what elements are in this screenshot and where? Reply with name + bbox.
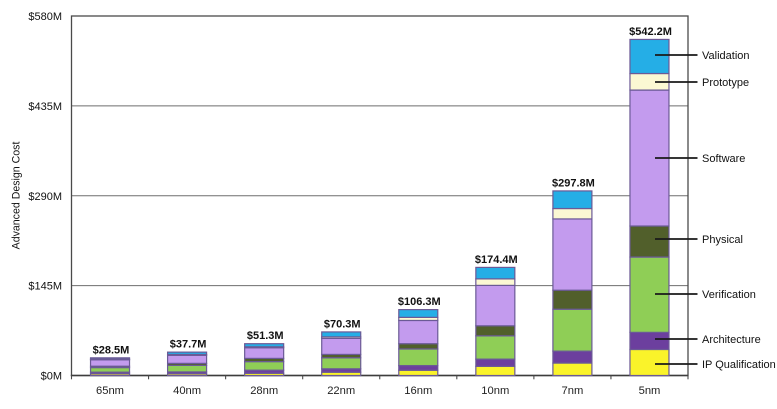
svg-text:$145M: $145M	[28, 281, 62, 293]
svg-text:16nm: 16nm	[404, 385, 432, 397]
svg-text:$106.3M: $106.3M	[398, 296, 441, 308]
svg-text:10nm: 10nm	[481, 385, 509, 397]
svg-text:65nm: 65nm	[96, 385, 124, 397]
svg-text:Software: Software	[702, 153, 745, 165]
svg-text:22nm: 22nm	[327, 385, 355, 397]
svg-text:5nm: 5nm	[639, 385, 661, 397]
svg-text:7nm: 7nm	[562, 385, 584, 397]
svg-text:$0M: $0M	[41, 371, 62, 383]
svg-text:$174.4M: $174.4M	[475, 254, 518, 266]
svg-text:$297.8M: $297.8M	[552, 177, 595, 189]
svg-text:$70.3M: $70.3M	[324, 318, 361, 330]
svg-text:Architecture: Architecture	[702, 334, 761, 346]
svg-text:Validation: Validation	[702, 50, 750, 62]
svg-text:$542.2M: $542.2M	[629, 26, 672, 38]
svg-text:40nm: 40nm	[173, 385, 201, 397]
svg-text:$435M: $435M	[28, 101, 62, 113]
svg-text:$37.7M: $37.7M	[170, 339, 207, 351]
svg-text:$28.5M: $28.5M	[93, 344, 130, 356]
svg-text:28nm: 28nm	[250, 385, 278, 397]
svg-text:IP Qualification: IP Qualification	[702, 359, 776, 371]
svg-text:$580M: $580M	[28, 11, 62, 23]
svg-text:$290M: $290M	[28, 191, 62, 203]
svg-text:$51.3M: $51.3M	[247, 330, 284, 342]
svg-text:Physical: Physical	[702, 234, 743, 246]
svg-text:Verification: Verification	[702, 289, 756, 301]
svg-text:Advanced Design Cost: Advanced Design Cost	[11, 142, 23, 250]
svg-text:Prototype: Prototype	[702, 77, 749, 89]
